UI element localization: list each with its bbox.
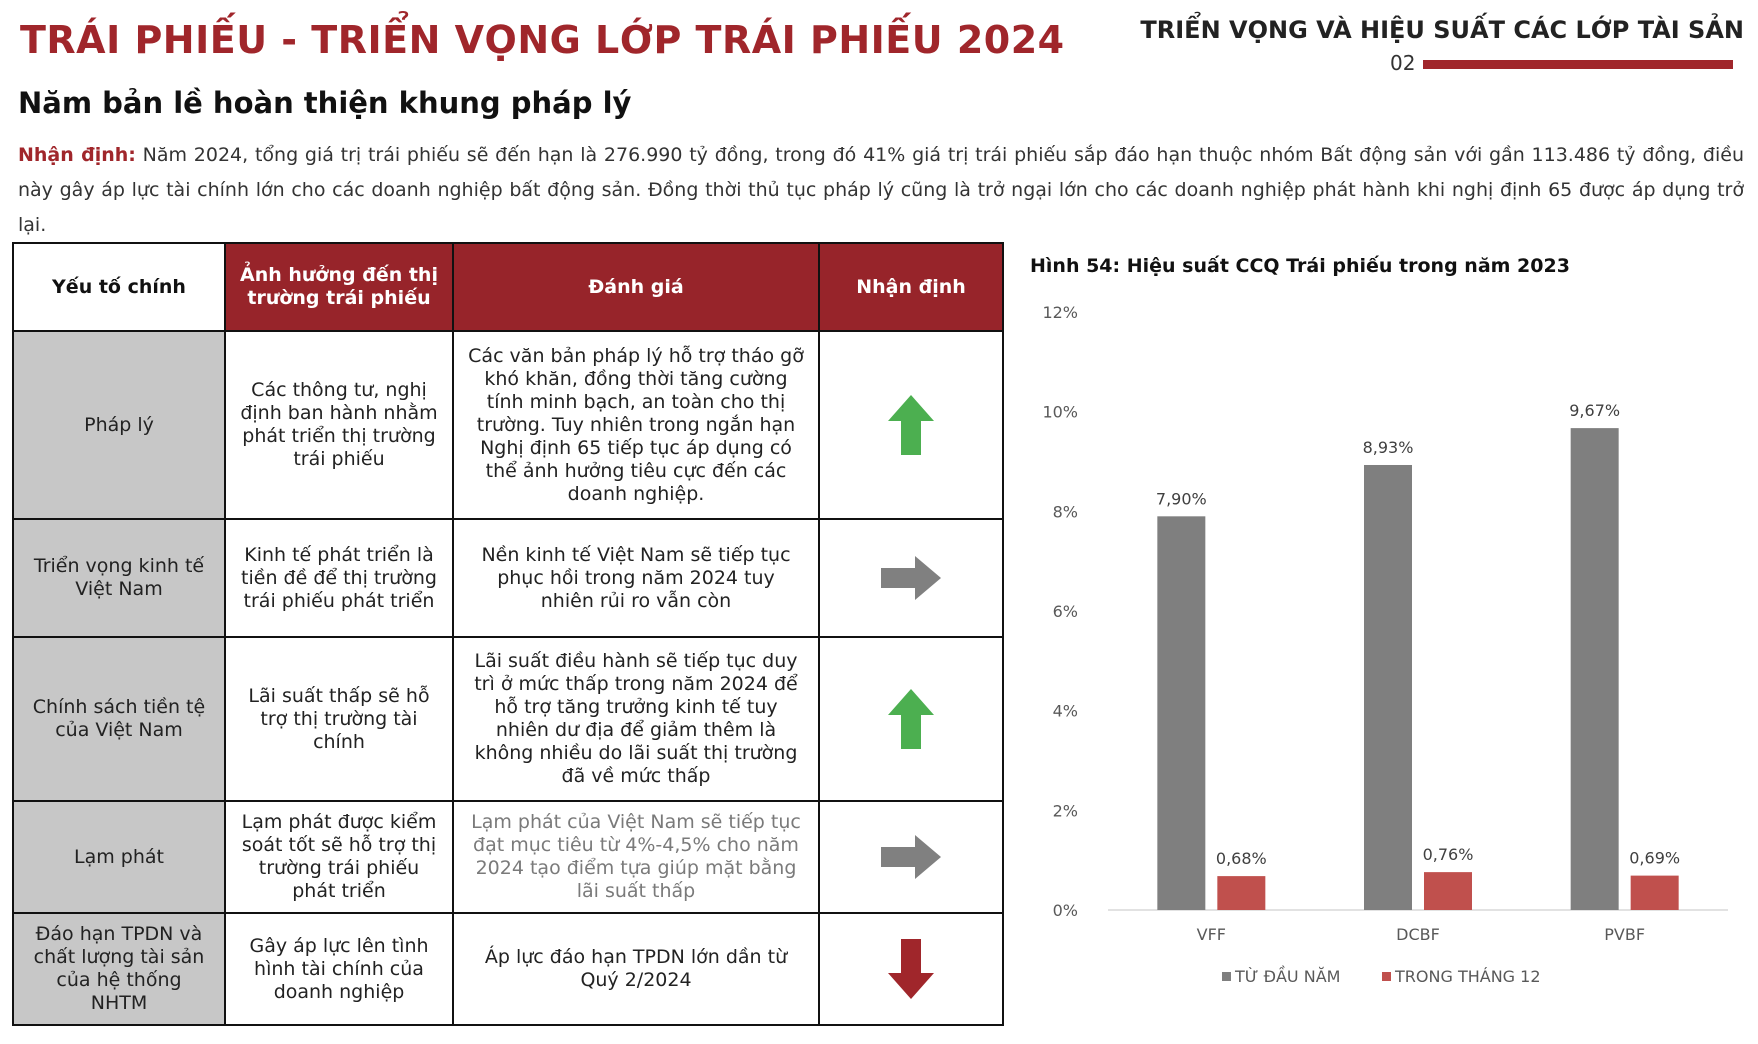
x-tick-label: VFF <box>1197 925 1226 944</box>
row-assessment: Các văn bản pháp lý hỗ trợ tháo gỡ khó k… <box>452 330 820 520</box>
page-number-bar <box>1423 60 1733 69</box>
row-outlook <box>818 912 1004 1026</box>
header-outlook: Nhận định <box>818 242 1004 332</box>
row-impact: Lãi suất thấp sẽ hỗ trợ thị trường tài c… <box>224 636 454 802</box>
y-tick-label: 2% <box>1053 801 1078 820</box>
bar-dec <box>1217 876 1266 910</box>
header-factor: Yếu tố chính <box>12 242 226 332</box>
row-impact: Gây áp lực lên tình hình tài chính của d… <box>224 912 454 1026</box>
row-outlook <box>818 518 1004 638</box>
table-row: Lạm phát Lạm phát được kiểm soát tốt sẽ … <box>12 800 1004 914</box>
legend-swatch <box>1222 972 1231 981</box>
row-impact: Kinh tế phát triển là tiền đề để thị trư… <box>224 518 454 638</box>
data-label: 0,68% <box>1216 849 1267 868</box>
row-outlook <box>818 800 1004 914</box>
table-row: Triển vọng kinh tế Việt Nam Kinh tế phát… <box>12 518 1004 638</box>
row-assessment: Lãi suất điều hành sẽ tiếp tục duy trì ở… <box>452 636 820 802</box>
data-label: 9,67% <box>1569 401 1620 420</box>
down-arrow-icon <box>888 939 934 999</box>
data-label: 7,90% <box>1156 489 1207 508</box>
chart-title: Hình 54: Hiệu suất CCQ Trái phiếu trong … <box>1030 255 1570 277</box>
row-factor: Lạm phát <box>12 800 226 914</box>
right-arrow-icon <box>881 835 941 879</box>
bar-dec <box>1630 875 1679 910</box>
bar-ytd <box>1157 516 1206 910</box>
data-label: 8,93% <box>1363 438 1414 457</box>
y-tick-label: 0% <box>1053 901 1078 920</box>
page-number-wrap: 02 <box>1390 51 1419 75</box>
row-impact: Lạm phát được kiểm soát tốt sẽ hỗ trợ th… <box>224 800 454 914</box>
bar-dec <box>1424 872 1472 910</box>
row-assessment: Áp lực đáo hạn TPDN lớn dần từ Quý 2/202… <box>452 912 820 1026</box>
bar-ytd <box>1364 464 1412 910</box>
y-tick-label: 4% <box>1053 702 1078 721</box>
table-header-row: Yếu tố chính Ảnh hưởng đến thị trường tr… <box>12 242 1004 332</box>
table-row: Pháp lý Các thông tư, nghị định ban hành… <box>12 330 1004 520</box>
legend-label: TRONG THÁNG 12 <box>1394 967 1541 986</box>
y-tick-label: 8% <box>1053 502 1078 521</box>
x-tick-label: PVBF <box>1604 925 1645 944</box>
factors-table: Yếu tố chính Ảnh hưởng đến thị trường tr… <box>12 242 1004 1026</box>
legend-label: TỪ ĐẦU NĂM <box>1234 965 1340 986</box>
up-arrow-icon <box>888 689 934 749</box>
y-tick-label: 12% <box>1042 303 1078 322</box>
y-tick-label: 6% <box>1053 602 1078 621</box>
page-title: TRÁI PHIẾU - TRIỂN VỌNG LỚP TRÁI PHIẾU 2… <box>20 18 1065 62</box>
intro-lead: Nhận định: <box>18 144 136 166</box>
table-row: Chính sách tiền tệ của Việt Nam Lãi suất… <box>12 636 1004 802</box>
y-tick-label: 10% <box>1042 403 1078 422</box>
intro-paragraph: Nhận định: Năm 2024, tổng giá trị trái p… <box>18 138 1744 243</box>
row-assessment: Nền kinh tế Việt Nam sẽ tiếp tục phục hồ… <box>452 518 820 638</box>
header-assessment: Đánh giá <box>452 242 820 332</box>
section-title: TRIỂN VỌNG VÀ HIỆU SUẤT CÁC LỚP TÀI SẢN <box>1140 16 1744 44</box>
bar-chart: 0% 2% 4% 6% 8% 10% 12% 7,90% 0,68% VFF 8,93% 0,76% D… <box>1042 303 1728 986</box>
data-label: 0,69% <box>1629 849 1680 868</box>
x-tick-label: DCBF <box>1396 925 1440 944</box>
row-factor: Chính sách tiền tệ của Việt Nam <box>12 636 226 802</box>
row-impact: Các thông tư, nghị định ban hành nhằm ph… <box>224 330 454 520</box>
row-outlook <box>818 330 1004 520</box>
bar-ytd <box>1570 428 1619 910</box>
header-impact: Ảnh hưởng đến thị trường trái phiếu <box>224 242 454 332</box>
row-factor: Triển vọng kinh tế Việt Nam <box>12 518 226 638</box>
page-number: 02 <box>1390 51 1416 75</box>
data-label: 0,76% <box>1423 845 1474 864</box>
table-row: Đáo hạn TPDN và chất lượng tài sản của h… <box>12 912 1004 1026</box>
legend-swatch <box>1382 972 1391 981</box>
up-arrow-icon <box>888 395 934 455</box>
row-factor: Đáo hạn TPDN và chất lượng tài sản của h… <box>12 912 226 1026</box>
subtitle: Năm bản lề hoàn thiện khung pháp lý <box>18 86 632 120</box>
intro-text: Năm 2024, tổng giá trị trái phiếu sẽ đến… <box>18 144 1744 236</box>
right-arrow-icon <box>881 556 941 600</box>
row-factor: Pháp lý <box>12 330 226 520</box>
row-assessment: Lạm phát của Việt Nam sẽ tiếp tục đạt mụ… <box>452 800 820 914</box>
row-outlook <box>818 636 1004 802</box>
